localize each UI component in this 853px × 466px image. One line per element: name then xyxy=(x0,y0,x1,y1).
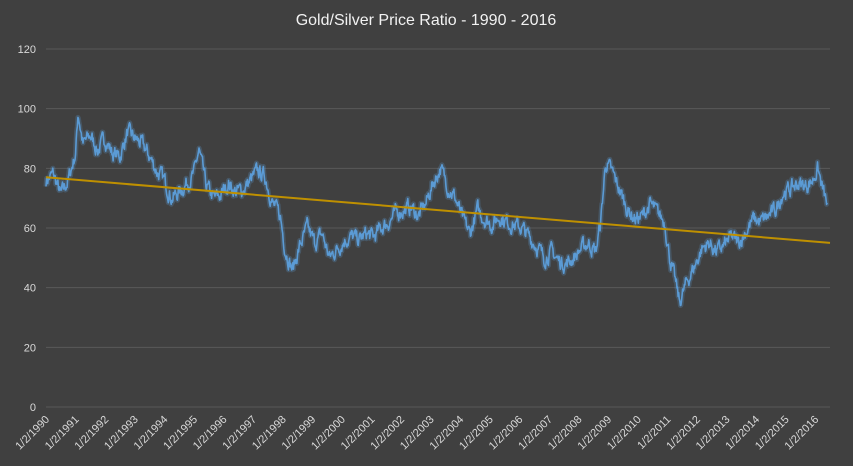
series-line-glow xyxy=(43,114,830,308)
x-axis-tick-labels: 1/2/19901/2/19911/2/19921/2/19931/2/1994… xyxy=(13,414,821,453)
chart-title: Gold/Silver Price Ratio - 1990 - 2016 xyxy=(296,12,557,29)
series-line-trend xyxy=(45,176,831,244)
y-tick-label: 60 xyxy=(24,223,36,235)
y-tick-label: 100 xyxy=(18,104,36,116)
y-tick-label: 40 xyxy=(24,283,36,295)
series-line-gold-silver-ratio xyxy=(45,116,828,307)
y-tick-label: 20 xyxy=(24,342,36,354)
y-axis-tick-labels: 0 20 40 60 80 100 120 xyxy=(18,44,36,414)
gridlines xyxy=(46,48,830,408)
y-tick-label: 80 xyxy=(24,163,36,175)
series-layer xyxy=(43,114,831,308)
y-tick-label: 120 xyxy=(18,44,36,56)
y-tick-label: 0 xyxy=(30,402,36,414)
